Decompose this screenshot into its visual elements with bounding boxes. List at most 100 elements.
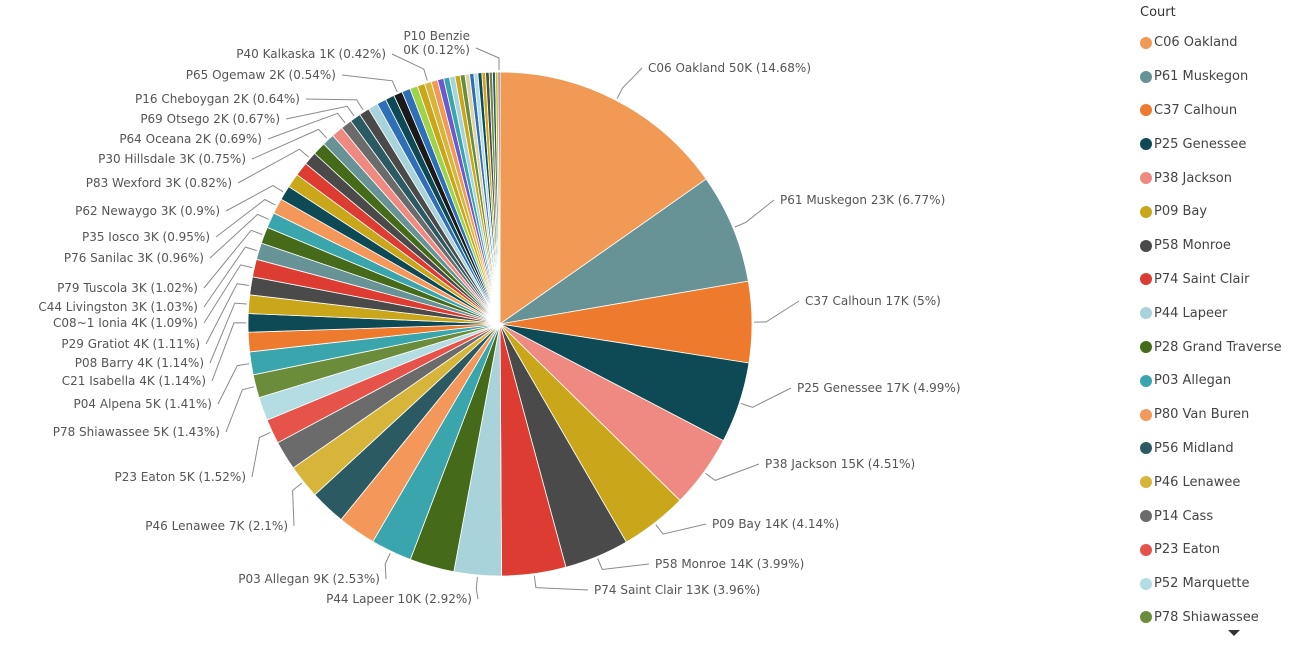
leader-line [475,576,479,600]
slice-data-label: P58 Monroe 14K (3.99%) [655,557,804,571]
legend-item[interactable]: P80 Van Buren [1140,398,1306,432]
leader-line [267,112,346,140]
legend-item-label: P09 Bay [1154,204,1208,220]
slice-data-label: P25 Genessee 17K (4.99%) [797,381,961,395]
legend-item-label: P46 Lenawee [1154,474,1241,490]
slice-data-label: P16 Cheboygan 2K (0.64%) [135,92,300,106]
legend-color-dot [1140,205,1152,218]
slice-data-label: P74 Saint Clair 13K (3.96%) [594,583,760,597]
legend-item[interactable]: P61 Muskegon [1140,60,1306,94]
leader-line [597,558,650,571]
slice-data-label: P78 Shiawassee 5K (1.43%) [53,425,220,439]
legend-item[interactable]: P03 Allegan [1140,364,1306,398]
legend-item[interactable]: P23 Eaton [1140,533,1306,567]
legend-color-dot [1140,341,1152,354]
leader-line [384,552,391,580]
legend-item-label: P61 Muskegon [1154,69,1249,85]
leader-line [705,463,760,481]
leader-line [215,198,276,238]
slice-data-label: P29 Gratiot 4K (1.11%) [61,337,200,351]
legend-color-dot [1140,273,1152,286]
legend-color-dot [1140,577,1152,590]
down-arrow-icon[interactable] [1228,630,1240,636]
legend-item[interactable]: C06 Oakland [1140,26,1306,60]
legend-item[interactable]: P25 Genessee [1140,127,1306,161]
slice-data-label: P44 Lapeer 10K (2.92%) [326,592,472,606]
slice-data-label: P10 Benzie [403,29,470,43]
legend-item[interactable]: P78 Shiawassee [1140,601,1306,635]
leader-line [655,523,707,535]
legend-item[interactable]: P28 Grand Traverse [1140,330,1306,364]
legend-item[interactable]: P44 Lapeer [1140,296,1306,330]
legend-color-dot [1140,374,1152,387]
legend-item[interactable]: P56 Midland [1140,432,1306,466]
legend-color-dot [1140,239,1152,252]
legend-item[interactable]: P52 Marquette [1140,567,1306,601]
legend-color-dot [1140,510,1152,523]
legend-item-label: P25 Genessee [1154,136,1247,152]
slice-data-label: P61 Muskegon 23K (6.77%) [780,193,945,207]
slice-data-label: P08 Barry 4K (1.14%) [75,356,204,370]
legend-item[interactable]: P46 Lenawee [1140,465,1306,499]
legend-color-dot [1140,307,1152,320]
legend-item-label: P03 Allegan [1154,373,1232,389]
leader-line [734,199,775,228]
pie-slice-c06-oakland[interactable] [499,71,707,325]
legend-color-dot [1140,70,1152,83]
pie-labels: C06 Oakland 50K (14.68%) P61 Muskegon 23K… [38,29,960,606]
leader-line [285,105,355,120]
slice-data-label: P65 Ogemaw 2K (0.54%) [186,68,336,82]
slice-data-label: C06 Oakland 50K (14.68%) [648,61,811,75]
legend-items: C06 Oakland P61 Muskegon C37 Calhoun P25 Ge… [1140,26,1306,634]
leader-line [741,387,792,408]
leader-line [305,98,364,111]
legend-color-dot [1140,543,1152,556]
leader-line [533,575,589,591]
legend-item-label: P14 Cass [1154,508,1214,524]
leader-line [225,386,255,433]
slice-data-label: P09 Bay 14K (4.14%) [712,517,839,531]
pie-slice-p61-muskegon[interactable] [499,178,749,325]
legend-title: Court [1140,5,1176,20]
leader-line [237,148,309,184]
legend-item-label: P78 Shiawassee [1154,609,1259,625]
slice-data-label: P64 Oceana 2K (0.69%) [119,132,262,146]
leader-line [205,283,249,345]
leader-line [203,229,263,289]
legend-item-label: P56 Midland [1154,440,1234,456]
leader-line [616,67,643,99]
pie-slice-p10-benzie[interactable] [497,71,501,325]
legend-item-label: P74 Saint Clair [1154,271,1250,287]
leader-line [217,363,250,405]
legend-color-dot [1140,476,1152,489]
legend-item[interactable]: P38 Jackson [1140,161,1306,195]
leader-line [203,264,253,324]
slice-data-label: P23 Eaton 5K (1.52%) [114,470,246,484]
legend-color-dot [1140,138,1152,151]
legend-item[interactable]: P14 Cass [1140,499,1306,533]
legend-item[interactable]: C37 Calhoun [1140,94,1306,128]
pie-slices [247,71,753,577]
slice-data-label: P04 Alpena 5K (1.41%) [74,397,212,411]
slice-data-label: P46 Lenawee 7K (2.1%) [145,519,288,533]
slice-data-label: P76 Sanilac 3K (0.96%) [64,251,204,265]
legend-item[interactable]: P74 Saint Clair [1140,263,1306,297]
slice-data-label: P83 Wexford 3K (0.82%) [86,176,232,190]
legend-item-label: P23 Eaton [1154,542,1220,558]
slice-data-label: P35 Iosco 3K (0.95%) [82,230,210,244]
legend-item-label: C06 Oakland [1154,35,1238,51]
leader-line [475,47,500,70]
slice-data-label: 0K (0.12%) [403,43,470,57]
leader-line [292,482,303,527]
leader-line [251,431,271,478]
legend-color-dot [1140,611,1152,624]
slice-data-label: P69 Otsego 2K (0.67%) [140,112,280,126]
slice-data-label: C37 Calhoun 17K (5%) [805,294,941,308]
legend-color-dot [1140,36,1152,49]
leader-line [203,246,257,308]
legend-item[interactable]: P09 Bay [1140,195,1306,229]
leader-line [251,128,328,160]
legend-item-label: P38 Jackson [1154,170,1232,186]
legend-color-dot [1140,408,1152,421]
legend-item[interactable]: P58 Monroe [1140,229,1306,263]
